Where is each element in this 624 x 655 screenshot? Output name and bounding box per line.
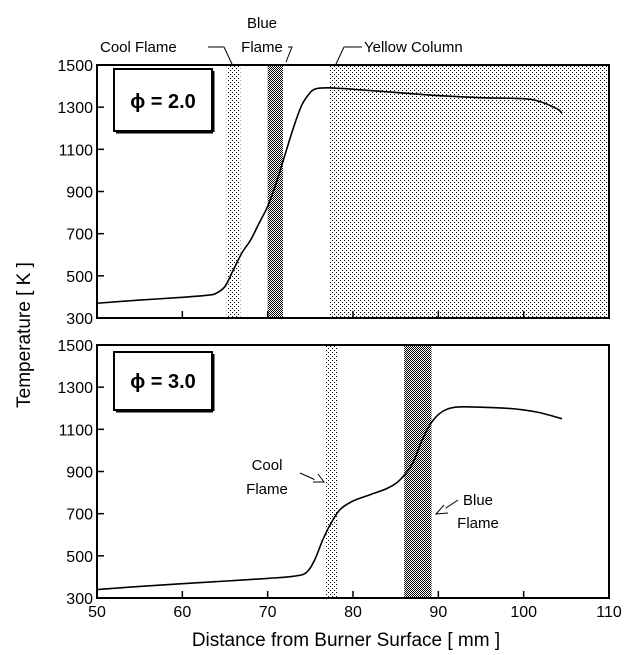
shaded-region-yellow-column — [329, 65, 609, 318]
y-tick-label: 700 — [66, 227, 93, 244]
y-tick-label: 500 — [66, 269, 93, 286]
top-annotations: Cool Flame Blue Flame Yellow Column — [100, 15, 463, 65]
bottom-annotations: Cool Flame Blue Flame — [246, 457, 499, 532]
shaded-region-blue-flame — [267, 65, 284, 318]
leader-yellow-column — [335, 46, 362, 65]
phi-box-top: ϕ = 2.0 — [113, 68, 215, 134]
y-tick-label: 900 — [66, 185, 93, 202]
label-cool-flame-top: Cool Flame — [100, 39, 177, 56]
y-tick-label: 1100 — [59, 422, 94, 439]
label-cool-bottom-line1: Cool — [252, 457, 283, 474]
x-tick-label: 80 — [344, 604, 362, 621]
x-tick-label: 100 — [510, 604, 537, 621]
label-yellow-column: Yellow Column — [364, 39, 463, 56]
temperature-series-line — [96, 405, 563, 591]
label-blue-bottom-line1: Blue — [463, 492, 493, 509]
y-axis-title: Temperature [ K ] — [14, 262, 35, 408]
bottom-panel: 50 60 70 80 90 100 110 300 500 700 900 1100 1300 1500 — [57, 338, 621, 621]
x-tick-label: 50 — [88, 604, 106, 621]
label-cool-bottom-line2: Flame — [246, 481, 288, 498]
y-tick-label: 1100 — [59, 142, 94, 159]
label-blue-top-line2: Flame — [241, 39, 283, 56]
x-axis-title: Distance from Burner Surface [ mm ] — [192, 630, 500, 651]
y-tick-label: 1500 — [57, 338, 93, 355]
phi-box-bottom: ϕ = 3.0 — [113, 351, 215, 413]
x-tick-label: 90 — [429, 604, 447, 621]
y-tick-label: 300 — [66, 311, 93, 328]
shaded-region-cool-flame — [325, 345, 338, 598]
y-tick-label: 1500 — [57, 58, 93, 75]
x-tick-label: 110 — [596, 604, 622, 621]
y-tick-label: 1300 — [57, 380, 93, 397]
y-tick-label: 900 — [66, 465, 93, 482]
y-tick-label: 700 — [66, 507, 93, 524]
x-tick-label: 70 — [259, 604, 277, 621]
y-tick-label: 1300 — [57, 100, 93, 117]
top-panel: 300 500 700 900 1100 1300 1500 — [57, 58, 610, 328]
shaded-region-blue-flame — [404, 345, 432, 598]
shaded-region-cool-flame — [226, 65, 241, 318]
arrowhead-cool-flame-bottom — [313, 473, 325, 483]
arrowhead-blue-flame-bottom — [434, 504, 449, 515]
label-blue-bottom-line2: Flame — [457, 515, 499, 532]
leader-cool-flame-top — [208, 46, 233, 65]
phi-label-top: ϕ = 2.0 — [130, 91, 196, 113]
leader-blue-flame-top — [285, 46, 293, 63]
label-blue-top-line1: Blue — [247, 15, 277, 32]
phi-label-bottom: ϕ = 3.0 — [130, 371, 196, 393]
temperature-series-line — [96, 86, 563, 305]
y-tick-label: 300 — [66, 591, 93, 608]
y-tick-label: 500 — [66, 549, 93, 566]
x-tick-label: 60 — [173, 604, 191, 621]
